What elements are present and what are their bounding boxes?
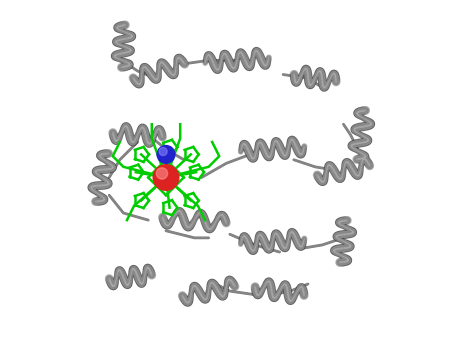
Circle shape (156, 168, 168, 179)
Circle shape (156, 145, 175, 164)
Circle shape (153, 164, 180, 191)
Circle shape (159, 148, 167, 155)
